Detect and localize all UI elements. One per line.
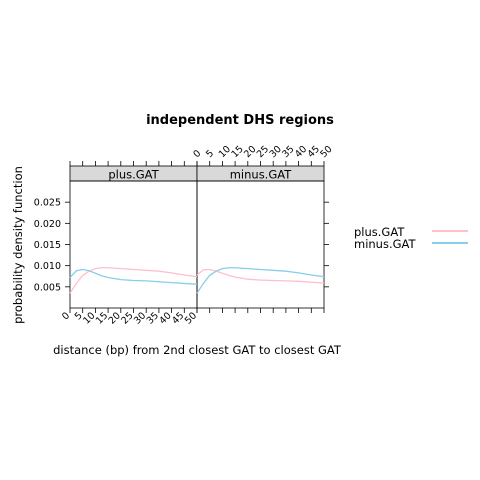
x-axis-label: distance (bp) from 2nd closest GAT to cl… bbox=[53, 343, 342, 357]
line-plus-gat-in-minus-gat bbox=[196, 268, 325, 284]
y-axis-label: probability density function bbox=[11, 166, 25, 324]
x-tick-label-top: 5 bbox=[204, 148, 216, 160]
y-tick-label: 0.015 bbox=[34, 240, 61, 251]
x-tick-label-top: 50 bbox=[318, 144, 334, 160]
plot-area-plus-gat bbox=[69, 180, 198, 309]
y-axis-ticks: 0.005 0.010 0.015 0.020 0.025 bbox=[34, 198, 329, 293]
legend-label-minus-gat: minus.GAT bbox=[354, 237, 417, 251]
legend: plus.GAT minus.GAT bbox=[354, 225, 468, 251]
y-tick-label: 0.020 bbox=[34, 219, 61, 230]
y-tick-label: 0.010 bbox=[34, 261, 61, 272]
line-plus-gat-in-plus-gat bbox=[69, 267, 198, 294]
chart-title: independent DHS regions bbox=[146, 113, 334, 128]
x-tick-label-top: 0 bbox=[191, 148, 203, 160]
panel-minus-gat: minus.GAT bbox=[196, 165, 325, 309]
y-tick-label: 0.025 bbox=[34, 198, 61, 209]
plot-area-minus-gat bbox=[196, 180, 325, 309]
series-lines bbox=[69, 267, 325, 294]
strip-label-plus-gat: plus.GAT bbox=[108, 168, 159, 182]
line-minus-gat-in-minus-gat bbox=[196, 267, 325, 294]
legend-label-plus-gat: plus.GAT bbox=[354, 225, 405, 239]
line-minus-gat-in-plus-gat bbox=[69, 268, 198, 285]
panel-plus-gat: plus.GAT bbox=[69, 165, 198, 309]
strip-label-minus-gat: minus.GAT bbox=[230, 168, 293, 182]
y-tick-label: 0.005 bbox=[34, 282, 61, 293]
